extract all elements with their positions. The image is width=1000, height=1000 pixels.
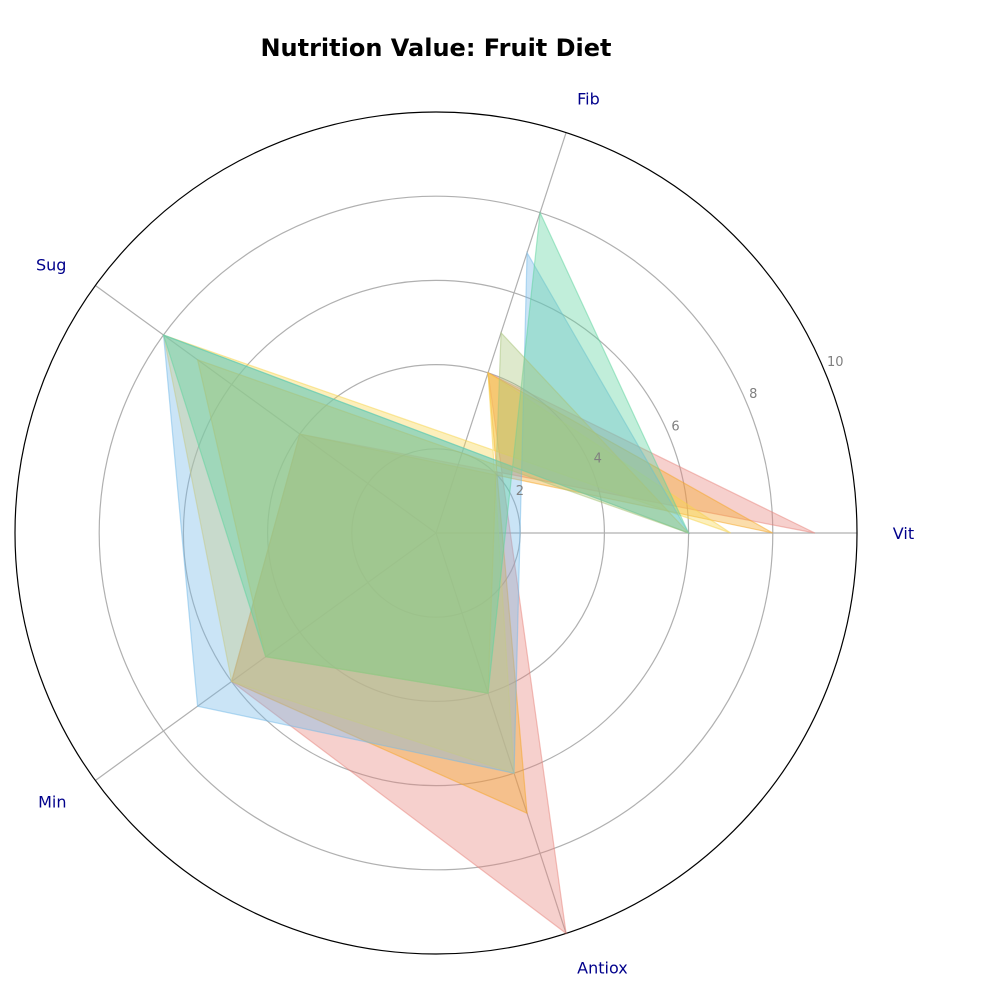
- axis-label-fib: Fib: [577, 90, 600, 109]
- label-layer: 2 4 6 8 10 Vit Fib Sug Min Antiox: [36, 90, 914, 978]
- series-area-6: [196, 331, 690, 694]
- r-tick-label-4: 4: [594, 452, 602, 467]
- r-tick-label-10: 10: [827, 355, 844, 370]
- axis-label-sug: Sug: [36, 256, 66, 275]
- spoke-antiox: [435, 532, 567, 934]
- axis-label-vit: Vit: [893, 524, 914, 543]
- r-tick-label-8: 8: [749, 387, 757, 402]
- r-tick-label-2: 2: [516, 484, 524, 499]
- spoke-sug: [95, 285, 437, 534]
- axis-label-min: Min: [38, 792, 66, 811]
- axis-label-antiox: Antiox: [577, 958, 628, 977]
- series-layer: [162, 210, 816, 935]
- outer-ring: [14, 111, 858, 955]
- chart-title: Nutrition Value: Fruit Diet: [260, 34, 611, 62]
- series-area-1: [230, 371, 816, 935]
- r-tick-label-6: 6: [671, 419, 679, 434]
